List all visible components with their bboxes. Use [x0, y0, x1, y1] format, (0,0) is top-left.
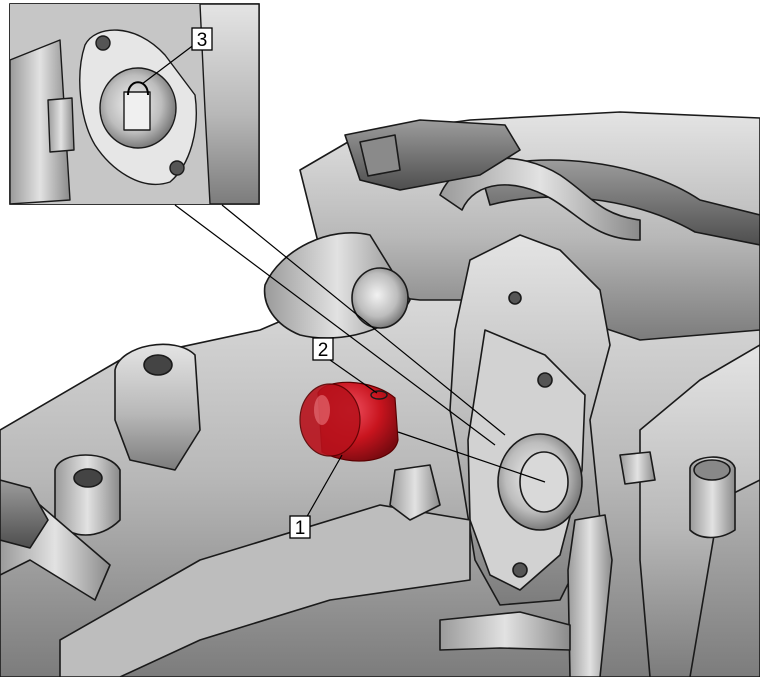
inset-detail-view [9, 3, 260, 205]
callout-3-frame [191, 27, 213, 51]
bracket-hole [143, 354, 173, 376]
inset-housing-right [199, 4, 259, 204]
boss-hole [73, 468, 103, 488]
mount-bracket-left [114, 343, 201, 471]
egr-tube-end [351, 267, 409, 329]
leader-callout-2 [329, 359, 378, 394]
inset-spring-clip [127, 81, 149, 96]
right-tube-vertical [567, 514, 613, 677]
leader-lines [174, 204, 546, 521]
callout-1-box: 1 [289, 515, 311, 539]
inset-bolt-left [47, 97, 75, 153]
connector-clip [359, 134, 401, 177]
o-ring [370, 390, 388, 400]
inset-leader-3 [141, 43, 196, 85]
inset-housing-left [10, 39, 71, 204]
flange-bolt-hole-top [537, 372, 553, 388]
callout-2-box: 2 [312, 337, 334, 361]
mount-boss-left [54, 454, 121, 536]
callout-3-box: 3 [191, 27, 213, 51]
flange-bolt-hole-bottom [512, 562, 528, 578]
cap-shine [314, 395, 330, 425]
callout-1-label: 1 [295, 518, 306, 539]
inset-bolt-hole-top [95, 35, 111, 51]
callout-1-frame [289, 515, 311, 539]
inset-valve-stem [123, 91, 151, 131]
inset-leader-right [221, 204, 506, 436]
leader-callout-1 [304, 454, 343, 521]
sealing-cap-red [299, 381, 399, 462]
callout-2-frame [312, 337, 334, 361]
flange-bolt-right [619, 451, 656, 485]
small-fitting [389, 464, 441, 521]
right-cylinder-top [693, 459, 731, 481]
engine-assembly [0, 111, 760, 677]
callout-3-label: 3 [197, 30, 208, 51]
coolant-hose-loop [439, 157, 641, 241]
inset-bolt-hole-bottom [169, 160, 185, 176]
connector-left [0, 479, 49, 549]
cap-face [299, 383, 361, 457]
inset-leader-left [174, 204, 496, 446]
callout-2-label: 2 [318, 340, 329, 361]
bottom-hose-fitting [439, 611, 571, 651]
flange-bolt-hole-upper [508, 291, 522, 305]
leader-callout-1b [397, 431, 546, 483]
